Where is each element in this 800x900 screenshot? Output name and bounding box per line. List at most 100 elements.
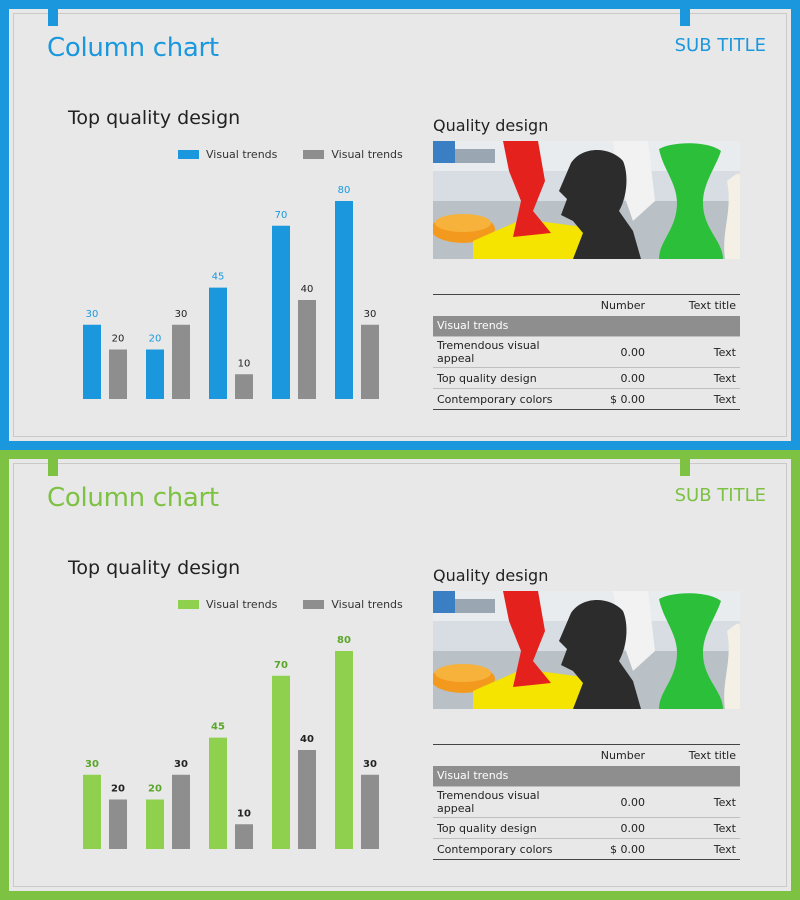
table-cell: Contemporary colors [433, 388, 565, 410]
table-header-cell: Text title [649, 294, 740, 316]
data-label-series-2-2: 30 [174, 759, 188, 770]
data-label-series-1-4: 70 [275, 210, 288, 221]
legend-swatch-series-1 [178, 600, 199, 609]
product-photo [433, 591, 740, 709]
table-cell: Text [649, 838, 740, 860]
frame-tab-right [680, 459, 690, 476]
table-cell: Text [649, 817, 740, 839]
table-cell: Tremendous visual appeal [433, 786, 565, 818]
table-cell: Top quality design [433, 367, 565, 389]
table-cell: 0.00 [565, 367, 649, 389]
bar-series-1-1 [83, 774, 101, 849]
legend-item-series-1: Visual trends [178, 598, 277, 611]
bar-series-2-3 [235, 374, 253, 399]
table-cell: Top quality design [433, 817, 565, 839]
bar-series-2-2 [172, 774, 190, 849]
3d-prints-image [433, 141, 740, 259]
legend-label-series-2: Visual trends [331, 148, 403, 161]
bar-series-2-4 [298, 300, 316, 399]
table-row: Top quality design 0.00 Text [433, 817, 740, 839]
bar-series-1-5 [335, 201, 353, 399]
bar-series-1-2 [146, 349, 164, 399]
bar-series-1-5 [335, 651, 353, 849]
data-label-series-1-1: 30 [86, 309, 99, 320]
slide-subtitle: SUB TITLE [674, 35, 766, 56]
data-label-series-1-3: 45 [212, 272, 225, 283]
table-cell: Text [649, 336, 740, 368]
chart-legend: Visual trends Visual trends [178, 598, 403, 611]
slide-frame [0, 0, 800, 450]
data-label-series-1-5: 80 [338, 185, 351, 196]
bar-series-2-1 [109, 799, 127, 849]
table-cell: Text [649, 367, 740, 389]
frame-tab-left [48, 459, 58, 476]
table-group-row: Visual trends [433, 315, 740, 337]
legend-label-series-1: Visual trends [206, 598, 278, 611]
table-header-row: Number Text title [433, 294, 740, 316]
table-cell: 0.00 [565, 336, 649, 368]
column-chart: 30 20 20 30 45 10 70 40 80 30 [83, 635, 379, 849]
table-row: Contemporary colors $ 0.00 Text [433, 388, 740, 410]
bar-series-1-1 [83, 324, 101, 399]
legend-label-series-2: Visual trends [331, 598, 403, 611]
table-group-label: Visual trends [433, 315, 740, 337]
slide-inner-border [13, 13, 787, 437]
quality-table: Number Text title Visual trends Tremendo… [433, 744, 740, 860]
slide-title: Column chart [47, 483, 219, 513]
table-header-cell: Number [565, 744, 649, 766]
bar-series-2-3 [235, 824, 253, 849]
data-label-series-2-1: 20 [111, 784, 125, 795]
table-cell: $ 0.00 [565, 388, 649, 410]
table-row: Tremendous visual appeal 0.00 Text [433, 336, 740, 368]
bar-series-1-2 [146, 799, 164, 849]
bar-series-1-3 [209, 737, 227, 849]
table-header-cell: Text title [649, 744, 740, 766]
data-label-series-2-4: 40 [301, 284, 314, 295]
bar-series-2-1 [109, 349, 127, 399]
table-row: Top quality design 0.00 Text [433, 367, 740, 389]
table-row: Contemporary colors $ 0.00 Text [433, 838, 740, 860]
data-label-series-1-3: 45 [211, 722, 225, 733]
table-cell: $ 0.00 [565, 838, 649, 860]
bar-series-2-2 [172, 324, 190, 399]
product-photo [433, 141, 740, 259]
data-label-series-2-2: 30 [175, 309, 188, 320]
data-label-series-1-4: 70 [274, 660, 288, 671]
image-heading: Quality design [433, 116, 549, 135]
bar-series-1-3 [209, 287, 227, 399]
legend-label-series-1: Visual trends [206, 148, 278, 161]
slide-subtitle: SUB TITLE [674, 485, 766, 506]
table-header-cell [433, 744, 565, 766]
chart-heading: Top quality design [68, 557, 241, 579]
table-cell: Tremendous visual appeal [433, 336, 565, 368]
bar-series-2-5 [361, 774, 379, 849]
table-cell: 0.00 [565, 817, 649, 839]
data-label-series-2-5: 30 [364, 309, 377, 320]
bar-series-1-4 [272, 225, 290, 399]
legend-item-series-2: Visual trends [303, 148, 403, 161]
legend-item-series-1: Visual trends [178, 148, 277, 161]
bar-series-2-5 [361, 324, 379, 399]
table-row: Tremendous visual appeal 0.00 Text [433, 786, 740, 818]
data-label-series-1-2: 20 [148, 784, 162, 795]
data-label-series-2-5: 30 [363, 759, 377, 770]
quality-table: Number Text title Visual trends Tremendo… [433, 294, 740, 410]
3d-prints-image [433, 591, 740, 709]
table-cell: 0.00 [565, 786, 649, 818]
chart-heading: Top quality design [68, 107, 241, 129]
legend-swatch-series-2 [303, 600, 325, 609]
data-label-series-1-5: 80 [337, 635, 351, 646]
column-chart: 30 20 20 30 45 10 70 40 80 30 [83, 185, 379, 399]
slide-frame [0, 450, 800, 900]
table-cell: Text [649, 388, 740, 410]
image-heading: Quality design [433, 566, 549, 585]
legend-swatch-series-1 [178, 150, 199, 159]
chart-legend: Visual trends Visual trends [178, 148, 403, 161]
legend-swatch-series-2 [303, 150, 325, 159]
slide-green: Column chart SUB TITLE Top quality desig… [0, 450, 800, 900]
table-cell: Text [649, 786, 740, 818]
table-group-label: Visual trends [433, 765, 740, 787]
slide-blue: Column chart SUB TITLE Top quality desig… [0, 0, 800, 450]
table-header-cell [433, 294, 565, 316]
table-header-cell: Number [565, 294, 649, 316]
